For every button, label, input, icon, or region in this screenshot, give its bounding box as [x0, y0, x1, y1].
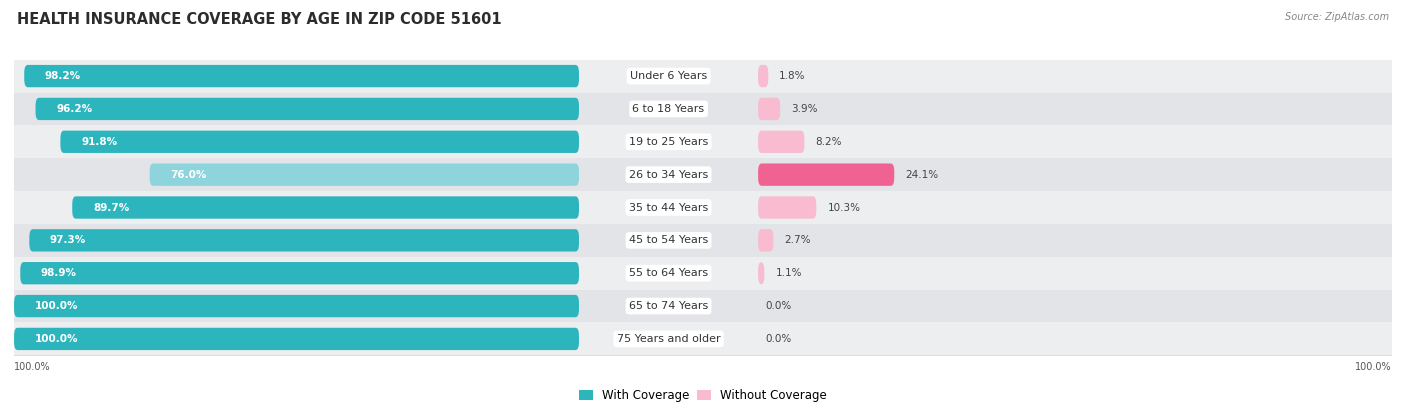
Text: 0.0%: 0.0% [765, 334, 792, 344]
Legend: With Coverage, Without Coverage: With Coverage, Without Coverage [574, 384, 832, 407]
Text: 1.8%: 1.8% [779, 71, 806, 81]
Bar [14, 290, 1392, 322]
Text: 89.7%: 89.7% [93, 203, 129, 212]
Text: 19 to 25 Years: 19 to 25 Years [628, 137, 709, 147]
FancyBboxPatch shape [758, 229, 773, 251]
Text: 97.3%: 97.3% [51, 235, 86, 245]
FancyBboxPatch shape [60, 131, 579, 153]
Text: 100.0%: 100.0% [35, 301, 79, 311]
Bar [14, 224, 1392, 257]
Text: 1.1%: 1.1% [775, 268, 801, 278]
FancyBboxPatch shape [30, 229, 579, 251]
FancyBboxPatch shape [758, 262, 765, 284]
Text: 91.8%: 91.8% [82, 137, 117, 147]
Bar [14, 60, 1392, 93]
FancyBboxPatch shape [758, 98, 780, 120]
Text: 98.9%: 98.9% [41, 268, 77, 278]
Text: 10.3%: 10.3% [827, 203, 860, 212]
Text: 96.2%: 96.2% [56, 104, 93, 114]
FancyBboxPatch shape [20, 262, 579, 284]
Text: 8.2%: 8.2% [815, 137, 842, 147]
Text: 76.0%: 76.0% [170, 170, 207, 180]
Text: 35 to 44 Years: 35 to 44 Years [628, 203, 709, 212]
Text: 55 to 64 Years: 55 to 64 Years [628, 268, 709, 278]
Text: 100.0%: 100.0% [1355, 362, 1392, 372]
Text: 0.0%: 0.0% [765, 301, 792, 311]
FancyBboxPatch shape [758, 65, 768, 87]
Bar [14, 93, 1392, 125]
FancyBboxPatch shape [35, 98, 579, 120]
Text: 98.2%: 98.2% [45, 71, 82, 81]
Text: HEALTH INSURANCE COVERAGE BY AGE IN ZIP CODE 51601: HEALTH INSURANCE COVERAGE BY AGE IN ZIP … [17, 12, 502, 27]
Text: 75 Years and older: 75 Years and older [617, 334, 720, 344]
Bar [14, 322, 1392, 355]
Bar [14, 125, 1392, 158]
Text: 45 to 54 Years: 45 to 54 Years [628, 235, 709, 245]
Text: 65 to 74 Years: 65 to 74 Years [628, 301, 709, 311]
Text: 100.0%: 100.0% [14, 362, 51, 372]
Text: 3.9%: 3.9% [792, 104, 818, 114]
FancyBboxPatch shape [758, 164, 894, 186]
Text: Under 6 Years: Under 6 Years [630, 71, 707, 81]
FancyBboxPatch shape [72, 196, 579, 219]
Text: 100.0%: 100.0% [35, 334, 79, 344]
FancyBboxPatch shape [14, 328, 579, 350]
Bar [14, 191, 1392, 224]
FancyBboxPatch shape [149, 164, 579, 186]
Bar [14, 257, 1392, 290]
FancyBboxPatch shape [14, 295, 579, 317]
Text: Source: ZipAtlas.com: Source: ZipAtlas.com [1285, 12, 1389, 22]
FancyBboxPatch shape [24, 65, 579, 87]
FancyBboxPatch shape [758, 131, 804, 153]
FancyBboxPatch shape [758, 196, 817, 219]
Text: 26 to 34 Years: 26 to 34 Years [628, 170, 709, 180]
Bar [14, 158, 1392, 191]
Text: 24.1%: 24.1% [905, 170, 938, 180]
Text: 6 to 18 Years: 6 to 18 Years [633, 104, 704, 114]
Text: 2.7%: 2.7% [785, 235, 811, 245]
